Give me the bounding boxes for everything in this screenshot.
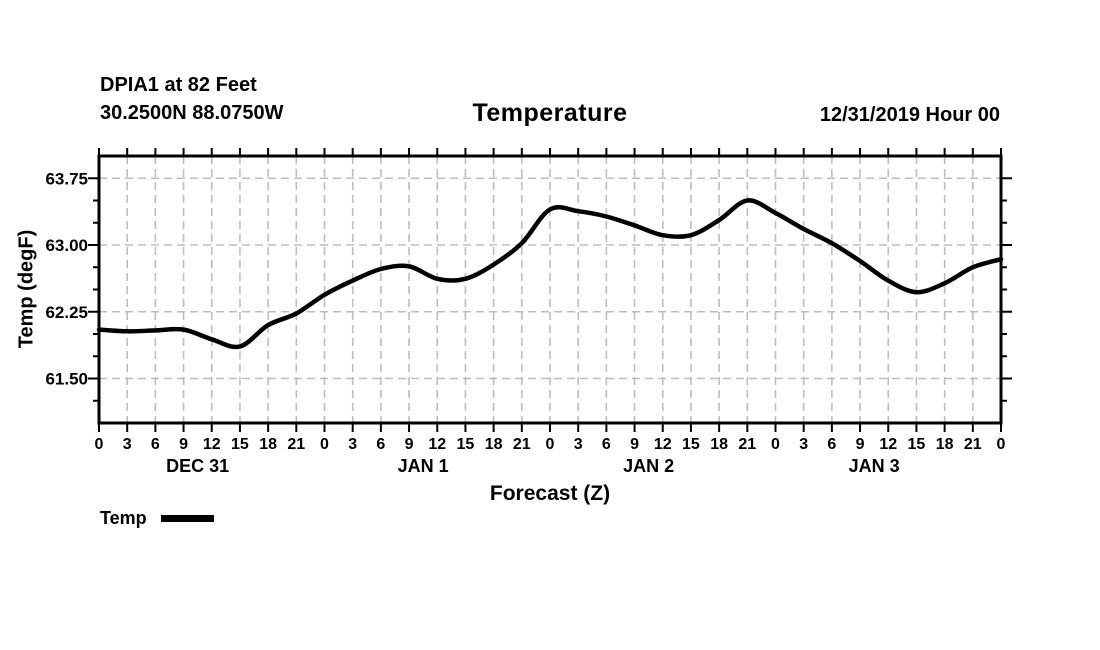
x-tick-label: 18: [259, 436, 277, 453]
x-tick-label: 12: [428, 436, 446, 453]
x-tick-label: 3: [123, 436, 132, 453]
chart-title: Temperature: [472, 99, 628, 127]
x-tick-label: 0: [771, 436, 780, 453]
x-tick-label: 18: [485, 436, 503, 453]
x-tick-label: 3: [799, 436, 808, 453]
x-tick-label: 15: [457, 436, 475, 453]
x-tick-label: 0: [997, 436, 1006, 453]
y-tick-label: 63.75: [45, 169, 88, 188]
x-tick-label: 18: [936, 436, 954, 453]
x-tick-label: 9: [179, 436, 188, 453]
x-tick-label: 3: [348, 436, 357, 453]
station-coordinates: 30.2500N 88.0750W: [100, 102, 284, 124]
x-day-label: JAN 2: [623, 456, 674, 476]
x-tick-label: 3: [574, 436, 583, 453]
x-tick-label: 9: [856, 436, 865, 453]
temp-curve: [96, 198, 1004, 350]
x-tick-label: 6: [827, 436, 836, 453]
x-tick-label: 0: [546, 436, 555, 453]
forecast-datetime: 12/31/2019 Hour 00: [819, 104, 1000, 126]
x-tick-label: 9: [405, 436, 414, 453]
y-tick-label: 62.25: [45, 303, 88, 322]
x-tick-label: 15: [231, 436, 249, 453]
x-axis-label: Forecast (Z): [489, 482, 611, 505]
x-tick-label: 21: [964, 436, 982, 453]
x-tick-label: 6: [602, 436, 611, 453]
x-day-label: JAN 3: [849, 456, 900, 476]
x-tick-label: 6: [376, 436, 385, 453]
x-tick-label: 21: [287, 436, 305, 453]
legend-label: Temp: [100, 508, 147, 528]
legend: Temp: [100, 508, 214, 529]
x-tick-label: 0: [320, 436, 329, 453]
x-tick-label: 12: [203, 436, 221, 453]
legend-line-swatch: [160, 515, 214, 522]
x-tick-label: 15: [682, 436, 700, 453]
x-day-label: DEC 31: [166, 456, 229, 476]
x-tick-label: 21: [738, 436, 756, 453]
x-day-label: JAN 1: [398, 456, 449, 476]
x-tick-label: 18: [710, 436, 728, 453]
y-tick-label: 61.50: [45, 370, 88, 389]
x-tick-label: 12: [879, 436, 897, 453]
y-tick-label: 63.00: [45, 236, 88, 255]
x-tick-label: 15: [908, 436, 926, 453]
x-tick-label: 6: [151, 436, 160, 453]
x-tick-label: 12: [654, 436, 672, 453]
x-tick-label: 21: [513, 436, 531, 453]
y-axis-label: Temp (degF): [15, 229, 38, 349]
x-tick-label: 9: [630, 436, 639, 453]
station-name: DPIA1 at 82 Feet: [100, 74, 257, 96]
x-tick-label: 0: [95, 436, 104, 453]
plot-frame: [97, 154, 1003, 425]
